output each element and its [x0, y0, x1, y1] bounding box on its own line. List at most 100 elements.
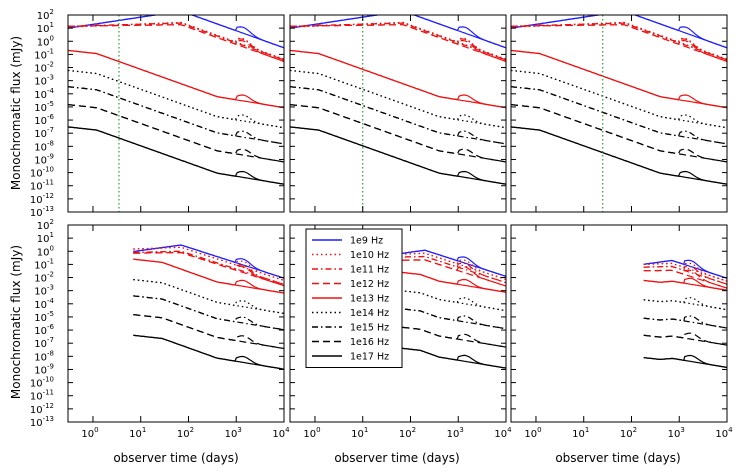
- panel-frame: [289, 224, 507, 423]
- legend-label: 1e11 Hz: [350, 265, 389, 276]
- series-1e9-hz: [68, 15, 284, 49]
- x-tick-label: 102: [177, 426, 194, 440]
- series-1e12-hz: [133, 251, 284, 287]
- series-1e17-hz-branch: [511, 126, 727, 185]
- series-1e13-hz-branch: [133, 258, 284, 294]
- panel-frame: [67, 224, 285, 423]
- series-1e10-hz-branch: [643, 262, 727, 282]
- panel-frame: [289, 14, 507, 213]
- series-1e9-hz: [391, 249, 506, 277]
- panel-bottom-middle: 100 101 102 103 104: [289, 224, 512, 440]
- x-tick-label: 101: [572, 426, 589, 440]
- y-tick-label: 10-12: [30, 192, 54, 206]
- y-tick-label: 10-7: [34, 336, 54, 350]
- series-1e10-hz: [68, 21, 284, 60]
- panel-frame: [510, 14, 728, 213]
- series-1e12-hz: [290, 24, 506, 63]
- series-1e10-hz-branch: [290, 21, 506, 60]
- legend-label: 1e14 Hz: [350, 308, 389, 319]
- y-tick-label: 10-11: [30, 179, 54, 193]
- series-1e16-hz: [68, 104, 284, 163]
- series-1e9-hz-branch: [68, 15, 284, 49]
- series-1e10-hz: [290, 21, 506, 60]
- y-tick-label: 10-10: [30, 376, 54, 390]
- series-1e15-hz-branch: [511, 86, 727, 145]
- y-tick-label: 10-11: [30, 389, 54, 403]
- series-1e16-hz: [511, 104, 727, 163]
- series-1e15-hz: [643, 317, 727, 329]
- series-1e10-hz: [511, 21, 727, 60]
- series-1e16-hz-branch: [643, 332, 727, 346]
- series-1e9-hz-branch: [391, 249, 506, 277]
- series-1e10-hz: [643, 262, 727, 282]
- y-tick-label: 10-2: [34, 271, 54, 285]
- x-axis-label-right: observer time (days): [555, 451, 680, 465]
- y-tick-label: 10-2: [34, 61, 54, 75]
- legend: 1e9 Hz 1e10 Hz 1e11 Hz 1e12 Hz 1e13 Hz 1e14 H…: [305, 228, 403, 368]
- series-1e10-hz-branch: [133, 246, 284, 281]
- series-1e13-hz-branch: [391, 270, 506, 293]
- series-1e9-hz: [511, 15, 727, 49]
- series-1e9-hz: [290, 15, 506, 49]
- y-tick-label: 10-8: [34, 349, 54, 363]
- series-1e16-hz-branch: [133, 314, 284, 350]
- x-tick-label: 104: [494, 426, 512, 440]
- series-1e14-hz-branch: [290, 69, 506, 129]
- y-axis-label-top: Monochromatic flux (mJy): [9, 36, 23, 190]
- y-tick-label: 10-3: [34, 284, 54, 298]
- legend-label: 1e9 Hz: [350, 236, 383, 247]
- y-tick-label: 10-9: [34, 362, 54, 376]
- series-1e12-hz-branch: [68, 24, 284, 63]
- series-1e12-hz-branch: [133, 251, 284, 287]
- y-tick-label: 102: [37, 8, 54, 22]
- series-1e12-hz: [511, 24, 727, 63]
- series-1e16-hz-branch: [511, 104, 727, 163]
- legend-label: 1e10 Hz: [350, 250, 389, 261]
- y-tick-label: 10-9: [34, 152, 54, 166]
- series-group: [68, 15, 284, 185]
- x-tick-label: 104: [272, 426, 290, 440]
- series-1e17-hz: [133, 334, 284, 370]
- series-1e17-hz-branch: [68, 126, 284, 185]
- x-tick-label: 101: [351, 426, 368, 440]
- y-tick-label: 10-1: [34, 47, 54, 61]
- legend-label: 1e16 Hz: [350, 337, 389, 348]
- y-tick-label: 101: [37, 21, 54, 35]
- x-axis-label-middle: observer time (days): [334, 451, 459, 465]
- y-tick-label: 10-10: [30, 166, 54, 180]
- panel-top-right: [510, 14, 728, 213]
- series-1e15-hz-branch: [290, 86, 506, 145]
- panel-frame: [510, 224, 728, 423]
- series-1e16-hz: [133, 314, 284, 350]
- legend-label: 1e15 Hz: [350, 323, 389, 334]
- series-1e17-hz-branch: [643, 354, 727, 368]
- series-1e15-hz-branch: [133, 295, 284, 331]
- y-tick-label: 10-5: [34, 100, 54, 114]
- y-tick-label: 10-1: [34, 257, 54, 271]
- x-tick-label: 104: [715, 426, 733, 440]
- y-tick-label: 10-13: [30, 205, 54, 219]
- series-1e12-hz: [68, 24, 284, 63]
- series-group: [391, 249, 506, 369]
- x-tick-label: 102: [620, 426, 637, 440]
- legend-label: 1e17 Hz: [350, 352, 389, 363]
- x-tick-label: 103: [447, 426, 464, 440]
- series-1e9-hz-branch: [511, 15, 727, 49]
- series-1e13-hz-branch: [68, 49, 284, 109]
- y-tick-label: 10-4: [34, 87, 54, 101]
- y-tick-label: 101: [37, 231, 54, 245]
- series-1e14-hz-branch: [511, 69, 727, 129]
- series-group: [643, 259, 727, 368]
- series-1e14-hz-branch: [391, 289, 506, 312]
- series-1e9-hz-branch: [133, 244, 284, 279]
- x-tick-label: 102: [399, 426, 416, 440]
- x-tick-label: 103: [668, 426, 685, 440]
- legend-label: 1e13 Hz: [350, 294, 389, 305]
- series-1e14-hz-branch: [68, 69, 284, 129]
- y-tick-label: 10-3: [34, 74, 54, 88]
- series-1e16-hz-branch: [68, 104, 284, 163]
- y-tick-label: 10-6: [34, 113, 54, 127]
- x-tick-label: 100: [81, 426, 98, 440]
- series-1e15-hz-branch: [391, 307, 506, 330]
